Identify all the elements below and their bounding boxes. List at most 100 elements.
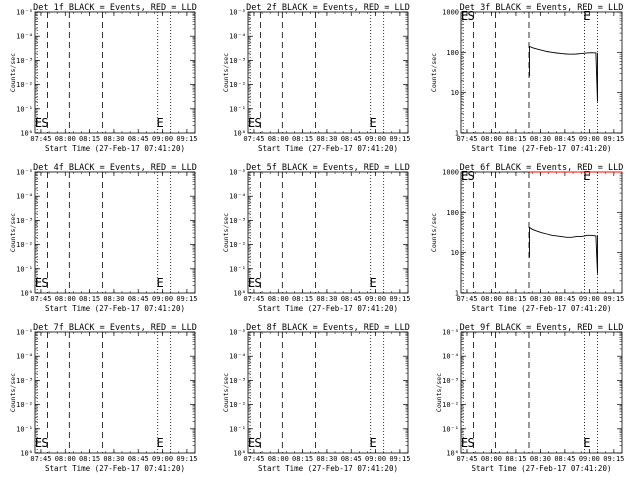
- panel-title: Det 8f BLACK = Events, RED = LLD: [246, 323, 410, 333]
- x-tick-label: 09:15: [176, 295, 197, 303]
- plot-frame: [247, 171, 409, 294]
- y-tick-label: 10⁻⁵: [442, 329, 459, 337]
- event-marker-label: E: [583, 436, 590, 450]
- panel-title: Det 1f BLACK = Events, RED = LLD: [33, 3, 197, 13]
- x-tick-label: 09:00: [152, 455, 173, 463]
- detector-panel: Det 4f BLACK = Events, RED = LLD 10⁰ 10⁻¹ 1…: [9, 163, 197, 313]
- x-axis-label: Start Time (27-Feb-17 07:41:20): [258, 464, 398, 473]
- event-marker-label: E: [157, 116, 164, 130]
- x-tick-label: 09:00: [152, 135, 173, 143]
- y-tick-label: 10⁻³: [229, 217, 246, 225]
- event-marker-label: E: [248, 436, 255, 450]
- detector-panel: Det 6f BLACK = Events, RED = LLD 1 10 100 10…: [430, 163, 624, 313]
- x-tick-label: 08:30: [103, 295, 124, 303]
- y-tick-label: 10: [451, 249, 459, 257]
- x-tick-label: 07:45: [243, 295, 264, 303]
- x-tick-label: 08:00: [268, 295, 289, 303]
- x-axis-label: Start Time (27-Feb-17 07:41:20): [45, 144, 185, 153]
- detector-panel: Det 7f BLACK = Events, RED = LLD 10⁰ 10⁻¹ 1…: [9, 323, 197, 473]
- event-marker-label: E: [157, 276, 164, 290]
- detector-panel: Det 2f BLACK = Events, RED = LLD 10⁰ 10⁻¹ 1…: [222, 3, 410, 153]
- detector-panel: Det 9f BLACK = Events, RED = LLD 10⁰ 10⁻¹ 1…: [435, 323, 624, 473]
- y-axis-label: Counts/sec: [9, 213, 17, 252]
- event-marker-label: E: [35, 116, 42, 130]
- detector-panel: Det 5f BLACK = Events, RED = LLD 10⁰ 10⁻¹ 1…: [222, 163, 410, 313]
- x-tick-label: 08:30: [530, 135, 551, 143]
- y-tick-label: 10: [451, 89, 459, 97]
- x-tick-label: 08:30: [530, 455, 551, 463]
- x-tick-label: 08:15: [79, 455, 100, 463]
- x-tick-label: 07:45: [243, 455, 264, 463]
- y-tick-label: 10⁻¹: [16, 105, 33, 113]
- y-tick-label: 10⁻²: [229, 401, 246, 409]
- plot-frame: [247, 331, 409, 454]
- event-marker-label: S: [467, 169, 474, 183]
- x-tick-label: 08:15: [79, 295, 100, 303]
- x-tick-label: 08:45: [341, 295, 362, 303]
- x-tick-label: 09:15: [603, 295, 624, 303]
- x-tick-label: 08:15: [292, 135, 313, 143]
- y-axis-label: Counts/sec: [9, 373, 17, 412]
- event-marker-label: E: [157, 436, 164, 450]
- y-tick-label: 10⁻³: [16, 377, 33, 385]
- x-tick-label: 09:15: [176, 135, 197, 143]
- event-marker-label: E: [248, 276, 255, 290]
- y-tick-label: 10⁻¹: [442, 425, 459, 433]
- y-tick-label: 10⁻¹: [229, 265, 246, 273]
- x-tick-label: 08:15: [505, 295, 526, 303]
- y-tick-label: 10⁻²: [229, 241, 246, 249]
- y-tick-label: 10⁰: [20, 130, 33, 138]
- x-tick-label: 07:45: [30, 135, 51, 143]
- x-tick-label: 09:00: [365, 135, 386, 143]
- x-axis-label: Start Time (27-Feb-17 07:41:20): [472, 144, 612, 153]
- plot-frame: [460, 11, 623, 134]
- x-tick-label: 08:15: [292, 295, 313, 303]
- y-tick-label: 10⁻⁴: [16, 33, 33, 41]
- x-tick-label: 09:00: [579, 455, 600, 463]
- y-tick-label: 10⁻¹: [16, 425, 33, 433]
- event-marker-label: S: [467, 9, 474, 23]
- x-tick-label: 08:45: [554, 455, 575, 463]
- x-tick-label: 09:15: [603, 135, 624, 143]
- plot-frame: [34, 171, 196, 294]
- panel-title: Det 7f BLACK = Events, RED = LLD: [33, 323, 197, 333]
- x-tick-label: 08:45: [554, 135, 575, 143]
- x-tick-label: 08:30: [103, 135, 124, 143]
- x-tick-label: 08:45: [128, 295, 149, 303]
- x-tick-label: 08:30: [530, 295, 551, 303]
- event-marker-label: S: [467, 436, 474, 450]
- y-tick-label: 10⁻⁵: [229, 9, 246, 17]
- x-tick-label: 08:45: [128, 455, 149, 463]
- y-tick-label: 10⁰: [233, 450, 246, 458]
- event-marker-label: E: [461, 436, 468, 450]
- y-tick-label: 10⁻⁵: [16, 9, 33, 17]
- x-axis-label: Start Time (27-Feb-17 07:41:20): [472, 464, 612, 473]
- x-axis-label: Start Time (27-Feb-17 07:41:20): [45, 304, 185, 313]
- x-tick-label: 08:45: [554, 295, 575, 303]
- y-tick-label: 10⁻³: [229, 57, 246, 65]
- y-axis-label: Counts/sec: [9, 53, 17, 92]
- event-marker-label: E: [583, 169, 590, 183]
- x-tick-label: 08:45: [341, 135, 362, 143]
- y-tick-label: 10⁻¹: [229, 425, 246, 433]
- y-tick-label: 10⁻¹: [16, 265, 33, 273]
- y-tick-label: 10⁻⁴: [229, 33, 246, 41]
- y-tick-label: 10⁻⁵: [16, 329, 33, 337]
- x-tick-label: 08:00: [55, 295, 76, 303]
- event-marker-label: S: [254, 436, 261, 450]
- plot-frame: [34, 11, 196, 134]
- x-tick-label: 08:15: [505, 135, 526, 143]
- panel-title: Det 3f BLACK = Events, RED = LLD: [460, 3, 624, 13]
- event-marker-label: E: [370, 436, 377, 450]
- y-tick-label: 10⁻³: [229, 377, 246, 385]
- x-tick-label: 08:30: [103, 455, 124, 463]
- x-tick-label: 08:00: [268, 135, 289, 143]
- y-tick-label: 10⁻³: [16, 57, 33, 65]
- x-tick-label: 09:00: [365, 455, 386, 463]
- x-tick-label: 09:00: [365, 295, 386, 303]
- x-tick-label: 07:45: [30, 295, 51, 303]
- y-tick-label: 10⁻⁴: [442, 353, 459, 361]
- y-tick-label: 10⁻⁴: [229, 353, 246, 361]
- y-tick-label: 10⁻²: [16, 401, 33, 409]
- events-series-line: [529, 226, 598, 274]
